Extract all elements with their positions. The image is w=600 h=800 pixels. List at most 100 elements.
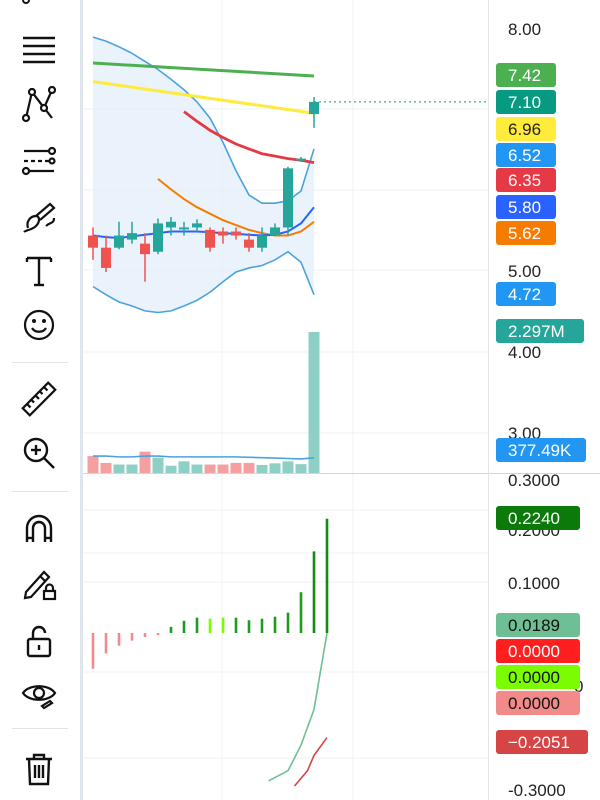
signal-tag: 0.0189 [496, 613, 580, 637]
tag-background [496, 506, 580, 530]
tag-label: 2.297M [508, 322, 565, 341]
bb-upper-tag: 6.52 [496, 143, 556, 167]
tag-label: 6.52 [508, 146, 541, 165]
tag-label: 377.49K [508, 441, 572, 460]
volume-bar [126, 464, 138, 473]
oscillator-tick-label: 0.1000 [508, 574, 560, 593]
volume-bar [204, 464, 216, 473]
horizontal-lines-icon[interactable] [18, 28, 60, 70]
tag-label: 6.35 [508, 171, 541, 190]
volume-bars [87, 332, 320, 473]
volume-bar [87, 456, 99, 473]
zoom-in-icon[interactable] [18, 432, 60, 474]
tag-background [496, 319, 584, 343]
candle-body [244, 239, 254, 248]
bollinger-band-fill [93, 37, 314, 313]
volume-ma-line [93, 455, 315, 460]
fib-levels-icon[interactable] [18, 140, 60, 182]
sma-yellow-line [92, 80, 315, 115]
volume-bar [217, 464, 229, 473]
tag-background [496, 691, 580, 715]
price-tick-label: 4.00 [508, 343, 541, 362]
text-icon[interactable] [18, 250, 60, 292]
tag-background [496, 117, 556, 141]
toolbar-separator [12, 491, 68, 492]
volume-bar [282, 461, 294, 473]
sma-blue-tag: 5.80 [496, 195, 556, 219]
tag-label: 7.10 [508, 93, 541, 112]
candle-body [205, 229, 215, 248]
volume-bar [269, 463, 281, 473]
magnet-icon[interactable] [18, 508, 60, 550]
trend-line-icon[interactable] [18, 0, 60, 34]
visibility-icon[interactable] [18, 674, 60, 716]
oscillator-tick-label: -0.3000 [508, 781, 566, 800]
candle-body [114, 235, 124, 248]
candle-body [192, 223, 202, 228]
candle-body [88, 235, 98, 248]
candle-body [101, 247, 111, 268]
zero-pink-tag: 0.0000 [496, 691, 580, 715]
tag-background [496, 613, 580, 637]
emoji-icon[interactable] [18, 304, 60, 346]
candle-body [283, 168, 293, 228]
candle-body [153, 223, 163, 252]
volume-tag: 2.297M [496, 319, 584, 343]
macd-line [268, 632, 328, 782]
tag-label: 0.0189 [508, 616, 560, 635]
sma-long-line [92, 61, 315, 78]
toolbar-separator [12, 728, 68, 729]
tag-label: 6.96 [508, 120, 541, 139]
volume-bar [243, 462, 255, 473]
candle-body [127, 233, 137, 240]
delete-icon[interactable] [18, 748, 60, 790]
oscillator-tick-label: 0.3000 [508, 471, 560, 490]
lock-drawing-icon[interactable] [18, 562, 60, 604]
candle-body [296, 158, 306, 161]
volume-bar [139, 451, 151, 473]
tag-background [496, 221, 556, 245]
bollinger-lower-line [92, 250, 315, 314]
ruler-icon[interactable] [18, 378, 60, 420]
price-tick-label: 5.00 [508, 262, 541, 281]
tag-background [496, 195, 556, 219]
last-price-tag: 7.10 [496, 90, 556, 114]
volume-bar [100, 462, 112, 473]
tag-label: 0.0000 [508, 642, 560, 661]
tag-background [496, 143, 556, 167]
toolbar-divider-rail [80, 0, 83, 800]
pitchfork-icon[interactable] [18, 84, 60, 126]
candlesticks [88, 97, 319, 282]
tag-label: 0.0000 [508, 668, 560, 687]
volume-bar [295, 464, 307, 473]
candle-body [270, 227, 280, 236]
tag-background [496, 90, 556, 114]
tag-background [496, 730, 588, 754]
sma-yellow-tag: 6.96 [496, 117, 556, 141]
candle-body [218, 231, 228, 236]
tag-label: 5.62 [508, 224, 541, 243]
volume-bar [191, 464, 203, 473]
unlock-icon[interactable] [18, 620, 60, 662]
tag-label: 5.80 [508, 198, 541, 217]
macd-tag: −0.2051 [496, 730, 588, 754]
volume-bar [165, 465, 177, 473]
zero-red-tag: 0.0000 [496, 639, 580, 663]
candle-body [257, 235, 267, 248]
brush-icon[interactable] [18, 196, 60, 238]
volume-bar [308, 332, 320, 473]
sma-red-tag: 6.35 [496, 168, 556, 192]
candle-body [179, 227, 189, 230]
toolbar-separator [12, 362, 68, 363]
tag-background [496, 63, 556, 87]
tag-background [496, 438, 586, 462]
oscillator-pane [91, 518, 329, 787]
tag-background [496, 639, 580, 663]
candle-body [140, 243, 150, 255]
tag-label: 0.2240 [508, 509, 560, 528]
sma-red-line [183, 110, 315, 165]
tag-label: 4.72 [508, 285, 541, 304]
volume-bar [230, 462, 242, 473]
volume-ma-tag: 377.49K [496, 438, 586, 462]
